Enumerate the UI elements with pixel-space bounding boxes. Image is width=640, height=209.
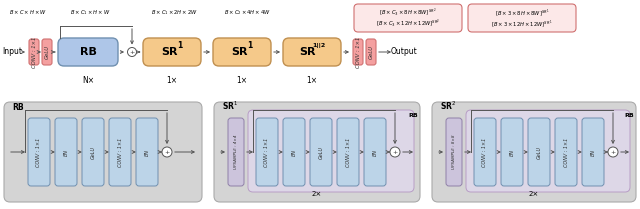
Text: GeLU: GeLU [536, 145, 541, 159]
Text: UPSAMPLE : 4×4: UPSAMPLE : 4×4 [234, 135, 238, 169]
FancyBboxPatch shape [555, 118, 577, 186]
Text: CONV : 1×1: CONV : 1×1 [483, 137, 488, 167]
Text: 2×: 2× [312, 191, 322, 197]
Text: $B\times C_1\times H\times W$: $B\times C_1\times H\times W$ [70, 8, 110, 17]
Text: BN: BN [372, 149, 378, 155]
Text: 1: 1 [248, 42, 253, 51]
Text: 1||2: 1||2 [312, 43, 326, 48]
Circle shape [608, 147, 618, 157]
Text: BN: BN [509, 149, 515, 155]
FancyBboxPatch shape [213, 38, 271, 66]
Text: BN: BN [591, 149, 595, 155]
Text: CONV : 1×1: CONV : 1×1 [355, 36, 360, 68]
FancyBboxPatch shape [42, 39, 52, 65]
FancyBboxPatch shape [474, 118, 496, 186]
FancyBboxPatch shape [214, 102, 420, 202]
Text: $[B\times 3\times 12H\times 12W]^{SR^1}$: $[B\times 3\times 12H\times 12W]^{SR^1}$ [492, 18, 553, 30]
FancyBboxPatch shape [446, 118, 462, 186]
Text: SR: SR [161, 47, 177, 57]
Text: GeLU: GeLU [90, 145, 95, 159]
FancyBboxPatch shape [29, 39, 39, 65]
FancyBboxPatch shape [366, 39, 376, 65]
FancyBboxPatch shape [248, 110, 414, 192]
Text: BN: BN [145, 149, 150, 155]
Text: +: + [392, 149, 397, 154]
Text: CONV : 1×1: CONV : 1×1 [264, 137, 269, 167]
Text: RB: RB [624, 113, 634, 118]
Text: CONV : 1×1: CONV : 1×1 [36, 137, 42, 167]
Text: CONV : 1×1: CONV : 1×1 [346, 137, 351, 167]
Text: GeLU: GeLU [45, 45, 49, 59]
FancyBboxPatch shape [466, 110, 630, 192]
Text: BN: BN [291, 149, 296, 155]
Text: GeLU: GeLU [319, 145, 323, 159]
Text: 1×: 1× [307, 76, 317, 85]
FancyBboxPatch shape [109, 118, 131, 186]
Text: RB: RB [79, 47, 97, 57]
FancyBboxPatch shape [283, 118, 305, 186]
FancyBboxPatch shape [55, 118, 77, 186]
Text: SR$^2$: SR$^2$ [440, 100, 456, 112]
FancyBboxPatch shape [228, 118, 244, 186]
Text: 1×: 1× [166, 76, 177, 85]
FancyBboxPatch shape [364, 118, 386, 186]
Text: BN: BN [63, 149, 68, 155]
FancyBboxPatch shape [468, 4, 576, 32]
Text: CONV : 1×1: CONV : 1×1 [118, 137, 122, 167]
Circle shape [127, 47, 136, 56]
Text: GeLU: GeLU [369, 45, 374, 59]
FancyBboxPatch shape [354, 4, 462, 32]
FancyBboxPatch shape [256, 118, 278, 186]
Text: $[B\times 3\times 8H\times 8W]^{SR^1}$: $[B\times 3\times 8H\times 8W]^{SR^1}$ [495, 7, 549, 19]
Text: $[B\times C_3\times 8H\times 8W]^{SR^2}$: $[B\times C_3\times 8H\times 8W]^{SR^2}$ [379, 7, 437, 19]
Text: Input: Input [2, 47, 22, 56]
Circle shape [390, 147, 400, 157]
Text: 2×: 2× [529, 191, 539, 197]
Text: 1×: 1× [236, 76, 248, 85]
FancyBboxPatch shape [143, 38, 201, 66]
FancyBboxPatch shape [353, 39, 363, 65]
Text: +: + [611, 149, 616, 154]
Text: SR$^1$: SR$^1$ [222, 100, 238, 112]
Text: UPSAMPLE : 8×8: UPSAMPLE : 8×8 [452, 135, 456, 169]
Text: 1: 1 [177, 42, 182, 51]
Text: Output: Output [390, 47, 417, 56]
FancyBboxPatch shape [337, 118, 359, 186]
Text: CONV : 1×1: CONV : 1×1 [31, 36, 36, 68]
FancyBboxPatch shape [582, 118, 604, 186]
Text: $[B\times C_3\times 12H\times 12W]^{SR^2}$: $[B\times C_3\times 12H\times 12W]^{SR^2… [376, 18, 440, 30]
Text: SR: SR [231, 47, 247, 57]
FancyBboxPatch shape [528, 118, 550, 186]
FancyBboxPatch shape [58, 38, 118, 66]
Text: RB: RB [408, 113, 418, 118]
Text: CONV : 1×1: CONV : 1×1 [563, 137, 568, 167]
FancyBboxPatch shape [4, 102, 202, 202]
Text: +: + [164, 149, 170, 154]
FancyBboxPatch shape [28, 118, 50, 186]
FancyBboxPatch shape [82, 118, 104, 186]
Circle shape [162, 147, 172, 157]
FancyBboxPatch shape [432, 102, 636, 202]
Text: $B\times C_1\times 2H\times 2W$: $B\times C_1\times 2H\times 2W$ [152, 8, 198, 17]
FancyBboxPatch shape [136, 118, 158, 186]
Text: $B\times C\times H\times W$: $B\times C\times H\times W$ [9, 8, 47, 16]
FancyBboxPatch shape [501, 118, 523, 186]
FancyBboxPatch shape [310, 118, 332, 186]
Text: SR: SR [299, 47, 316, 57]
Text: $B\times C_2\times 4H\times 4W$: $B\times C_2\times 4H\times 4W$ [225, 8, 271, 17]
FancyBboxPatch shape [283, 38, 341, 66]
Text: +: + [129, 50, 134, 55]
Text: RB: RB [12, 103, 24, 112]
Text: N×: N× [82, 76, 94, 85]
